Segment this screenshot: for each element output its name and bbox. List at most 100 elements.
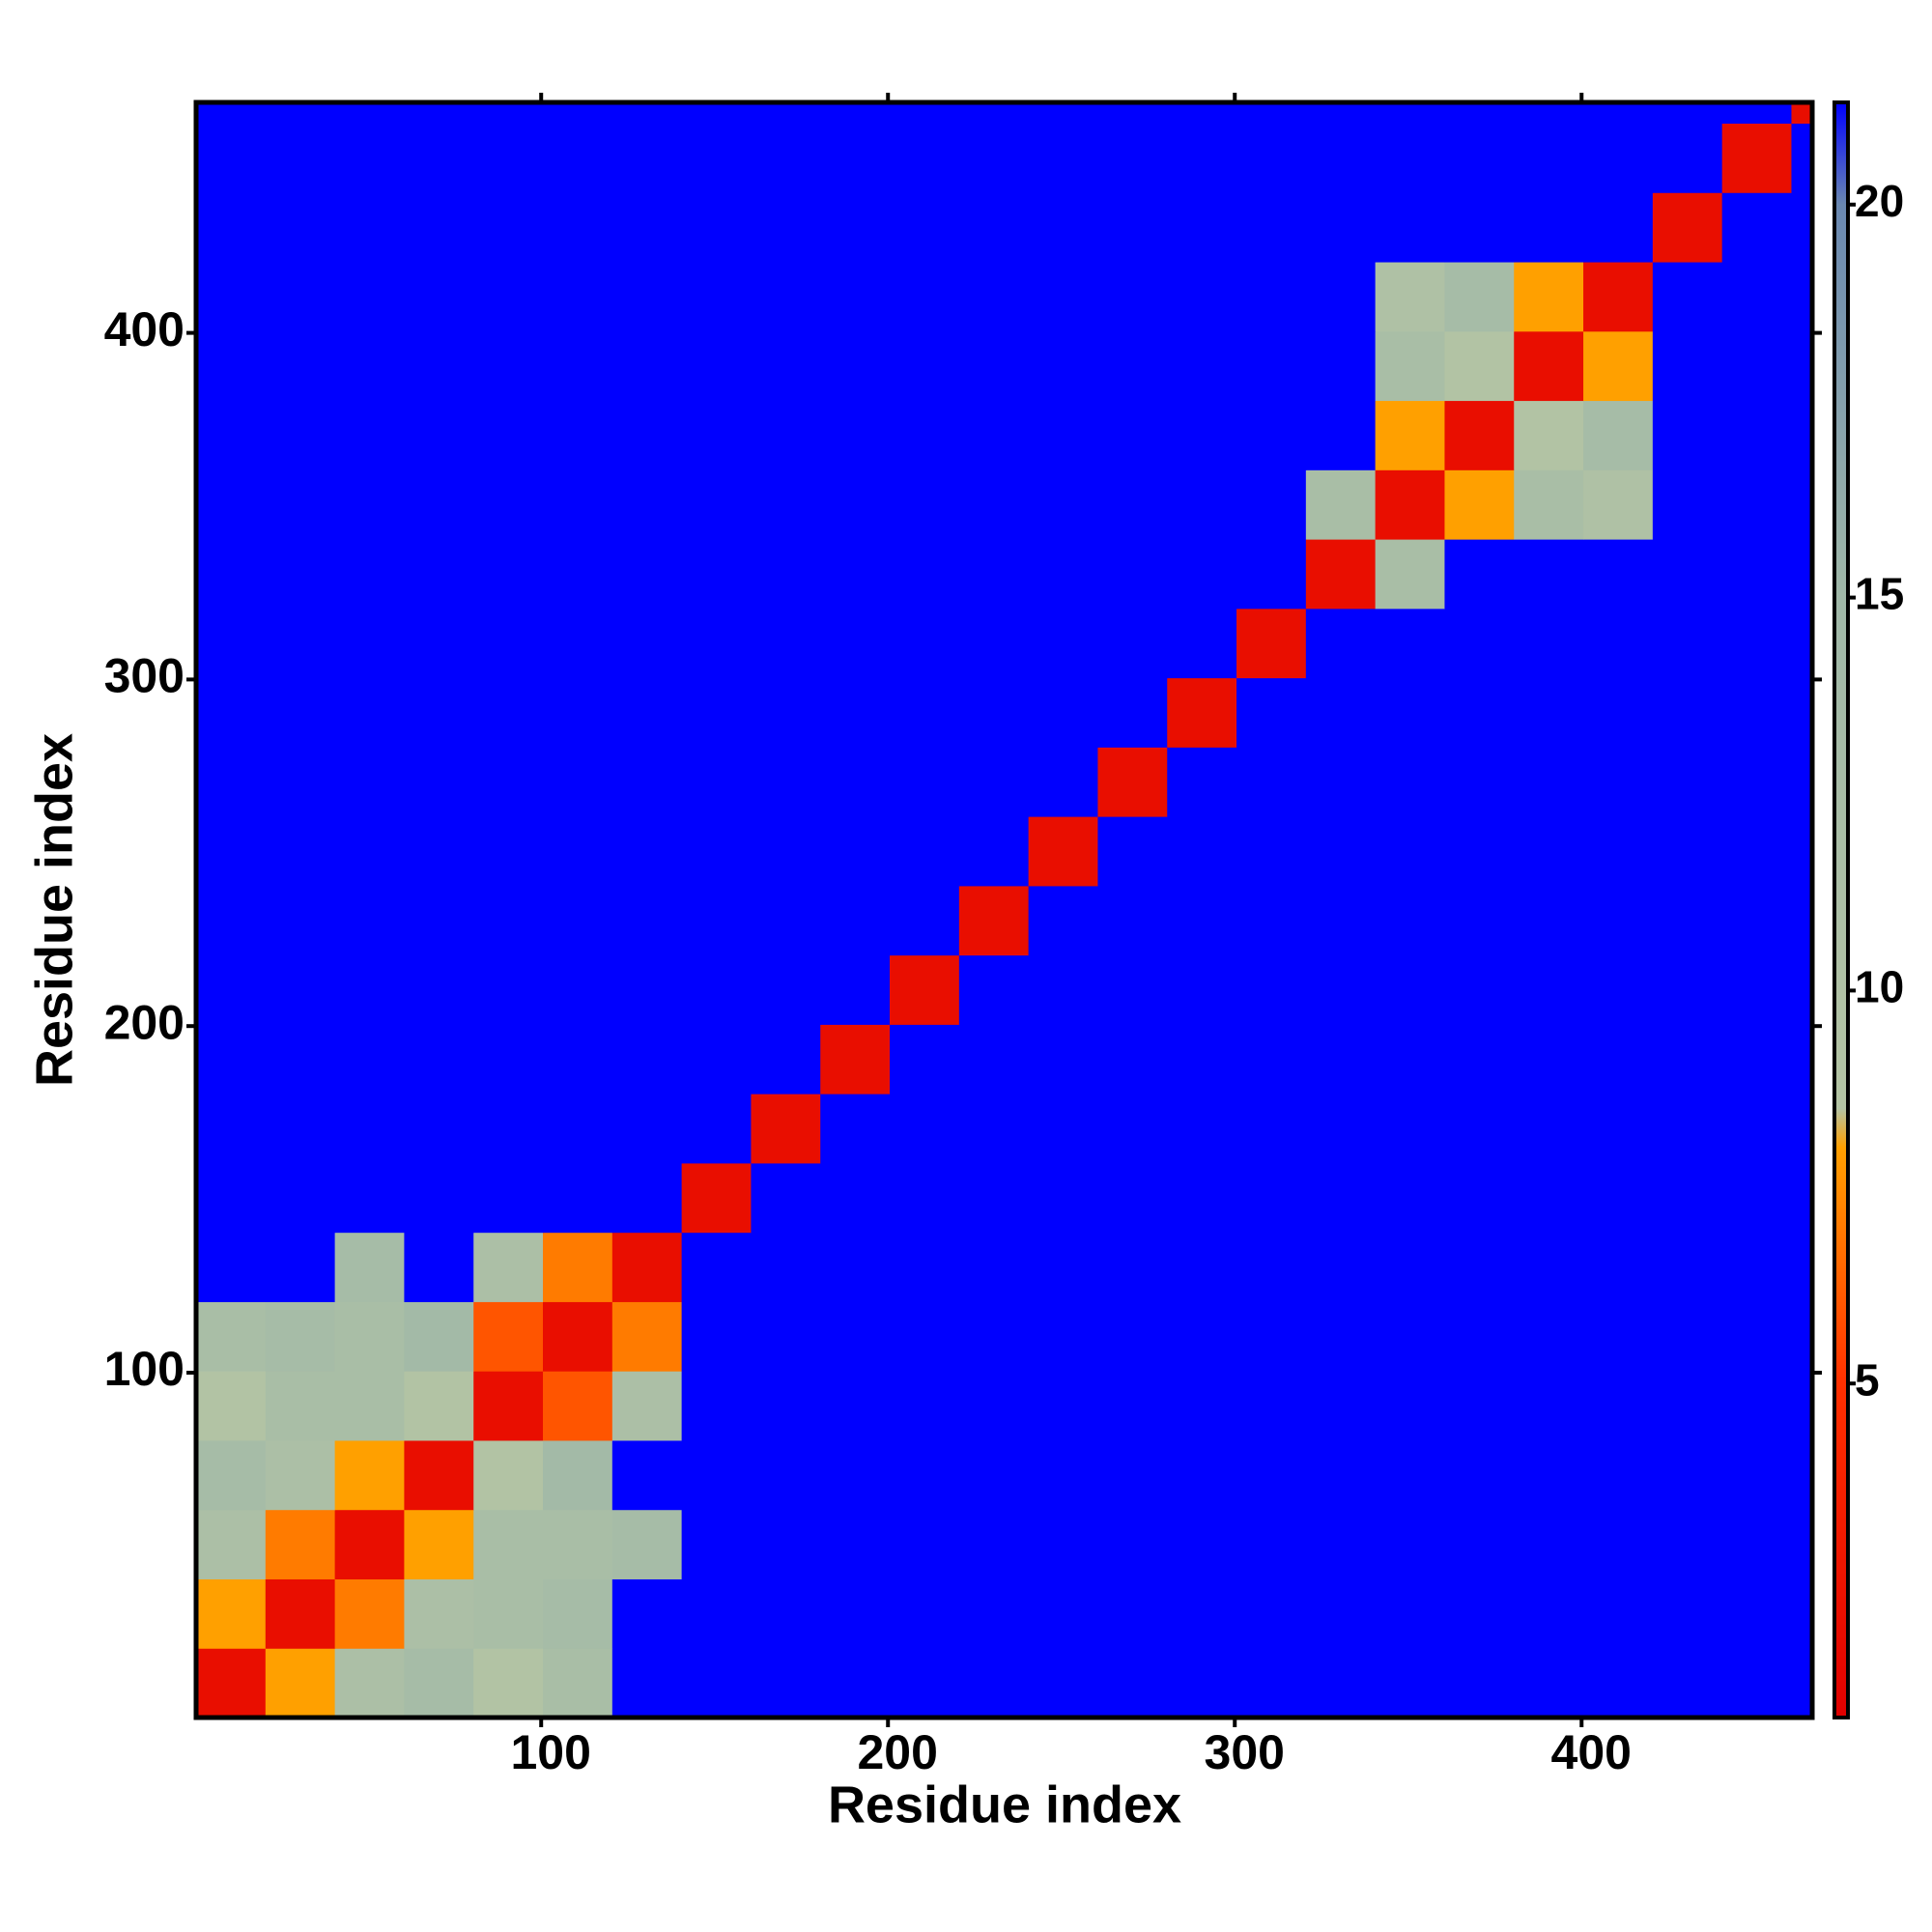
heatmap-cell bbox=[1514, 1648, 1584, 1718]
heatmap-cell bbox=[196, 469, 267, 540]
heatmap-cell bbox=[1791, 954, 1812, 1025]
heatmap-cell bbox=[820, 1648, 891, 1718]
heatmap-cell bbox=[1028, 1648, 1098, 1718]
heatmap-cell bbox=[1305, 102, 1377, 125]
heatmap-cell bbox=[820, 1439, 891, 1511]
heatmap-cell bbox=[1305, 539, 1377, 610]
heatmap-cell bbox=[820, 1301, 891, 1372]
heatmap-cell bbox=[820, 123, 891, 193]
heatmap-cell bbox=[1652, 262, 1723, 332]
heatmap-cell bbox=[1444, 885, 1515, 956]
heatmap-cell bbox=[1028, 747, 1098, 817]
heatmap-cell bbox=[751, 262, 821, 332]
heatmap-cell bbox=[265, 747, 336, 817]
heatmap-cell bbox=[1721, 469, 1792, 540]
heatmap-cell bbox=[265, 539, 336, 610]
heatmap-cell bbox=[751, 400, 821, 470]
heatmap-cell bbox=[1721, 954, 1792, 1025]
heatmap-cell bbox=[1028, 1024, 1098, 1094]
heatmap-cell bbox=[611, 1371, 683, 1441]
heatmap-cell bbox=[1721, 1024, 1792, 1094]
heatmap-cell bbox=[751, 539, 821, 610]
heatmap-cell bbox=[1721, 1648, 1792, 1718]
colorbar-tick-label: 20 bbox=[1855, 176, 1904, 226]
heatmap-cell bbox=[196, 1439, 267, 1511]
heatmap-cell bbox=[1028, 1162, 1098, 1234]
heatmap-cell bbox=[1721, 816, 1792, 887]
heatmap-cell bbox=[1375, 469, 1445, 540]
heatmap-cell bbox=[681, 192, 752, 263]
heatmap-cell bbox=[1583, 539, 1654, 610]
heatmap-cell bbox=[1444, 1301, 1515, 1372]
heatmap-cell bbox=[890, 1648, 960, 1718]
heatmap-cell bbox=[1236, 262, 1307, 332]
heatmap-cell bbox=[890, 262, 960, 332]
heatmap-cell bbox=[1444, 330, 1515, 402]
heatmap-cell bbox=[611, 1509, 683, 1579]
colorbar-tick-label: 10 bbox=[1855, 962, 1904, 1012]
heatmap-cell bbox=[196, 1648, 267, 1718]
heatmap-cell bbox=[1305, 262, 1377, 332]
heatmap-cell bbox=[1652, 954, 1723, 1025]
heatmap-cell bbox=[611, 1648, 683, 1718]
x-tick-label: 100 bbox=[510, 1725, 590, 1779]
heatmap-cell bbox=[196, 123, 267, 193]
heatmap-cell bbox=[1721, 1232, 1792, 1302]
heatmap-cell bbox=[473, 954, 544, 1025]
heatmap-cell bbox=[543, 747, 613, 817]
heatmap-cell bbox=[890, 102, 960, 125]
heatmap-cell bbox=[1721, 1371, 1792, 1441]
heatmap-cell bbox=[265, 262, 336, 332]
heatmap-cell bbox=[751, 747, 821, 817]
heatmap-cell bbox=[1167, 1094, 1237, 1164]
heatmap-cell bbox=[1652, 1371, 1723, 1441]
heatmap-cell bbox=[958, 262, 1030, 332]
heatmap-cell bbox=[890, 400, 960, 470]
heatmap-cell bbox=[473, 330, 544, 402]
heatmap-cell bbox=[1097, 816, 1168, 887]
heatmap-cell bbox=[1236, 747, 1307, 817]
heatmap-cell bbox=[543, 192, 613, 263]
heatmap-cell bbox=[543, 954, 613, 1025]
heatmap-cell bbox=[1652, 1301, 1723, 1372]
heatmap-cell bbox=[1791, 1371, 1812, 1441]
heatmap-cell bbox=[958, 885, 1030, 956]
heatmap-cell bbox=[1097, 1578, 1168, 1649]
heatmap-cell bbox=[543, 539, 613, 610]
heatmap-cell bbox=[1167, 747, 1237, 817]
colorbar-tick-label: 15 bbox=[1855, 569, 1904, 619]
heatmap-cell bbox=[1236, 1232, 1307, 1302]
heatmap-cell bbox=[1028, 262, 1098, 332]
heatmap-cell bbox=[820, 747, 891, 817]
heatmap-cell bbox=[1236, 1371, 1307, 1441]
heatmap-cell bbox=[1652, 677, 1723, 748]
heatmap-cell bbox=[611, 400, 683, 470]
heatmap-cell bbox=[611, 1094, 683, 1164]
heatmap-cell bbox=[334, 1232, 405, 1302]
heatmap-cell bbox=[1652, 330, 1723, 402]
heatmap-cell bbox=[1444, 954, 1515, 1025]
heatmap-cell bbox=[543, 123, 613, 193]
heatmap-cell bbox=[681, 469, 752, 540]
heatmap-cell bbox=[681, 747, 752, 817]
heatmap-cell bbox=[334, 1301, 405, 1372]
heatmap-cell bbox=[611, 1301, 683, 1372]
heatmap-cell bbox=[334, 469, 405, 540]
heatmap-cell bbox=[1028, 1509, 1098, 1579]
heatmap-cell bbox=[890, 885, 960, 956]
heatmap-cell bbox=[1444, 400, 1515, 470]
heatmap-cell bbox=[681, 816, 752, 887]
heatmap-cell bbox=[890, 1301, 960, 1372]
heatmap-cell bbox=[751, 1024, 821, 1094]
heatmap-cell bbox=[890, 469, 960, 540]
heatmap-cell bbox=[404, 192, 474, 263]
heatmap-cell bbox=[1583, 1162, 1654, 1234]
heatmap-cell bbox=[1791, 1024, 1812, 1094]
heatmap-cell bbox=[1652, 102, 1723, 125]
heatmap-cell bbox=[1721, 1094, 1792, 1164]
heatmap-cell bbox=[1514, 608, 1584, 679]
heatmap-cell bbox=[196, 816, 267, 887]
heatmap-cell bbox=[1791, 1232, 1812, 1302]
heatmap-cell bbox=[1375, 677, 1445, 748]
heatmap-cell bbox=[681, 1509, 752, 1579]
